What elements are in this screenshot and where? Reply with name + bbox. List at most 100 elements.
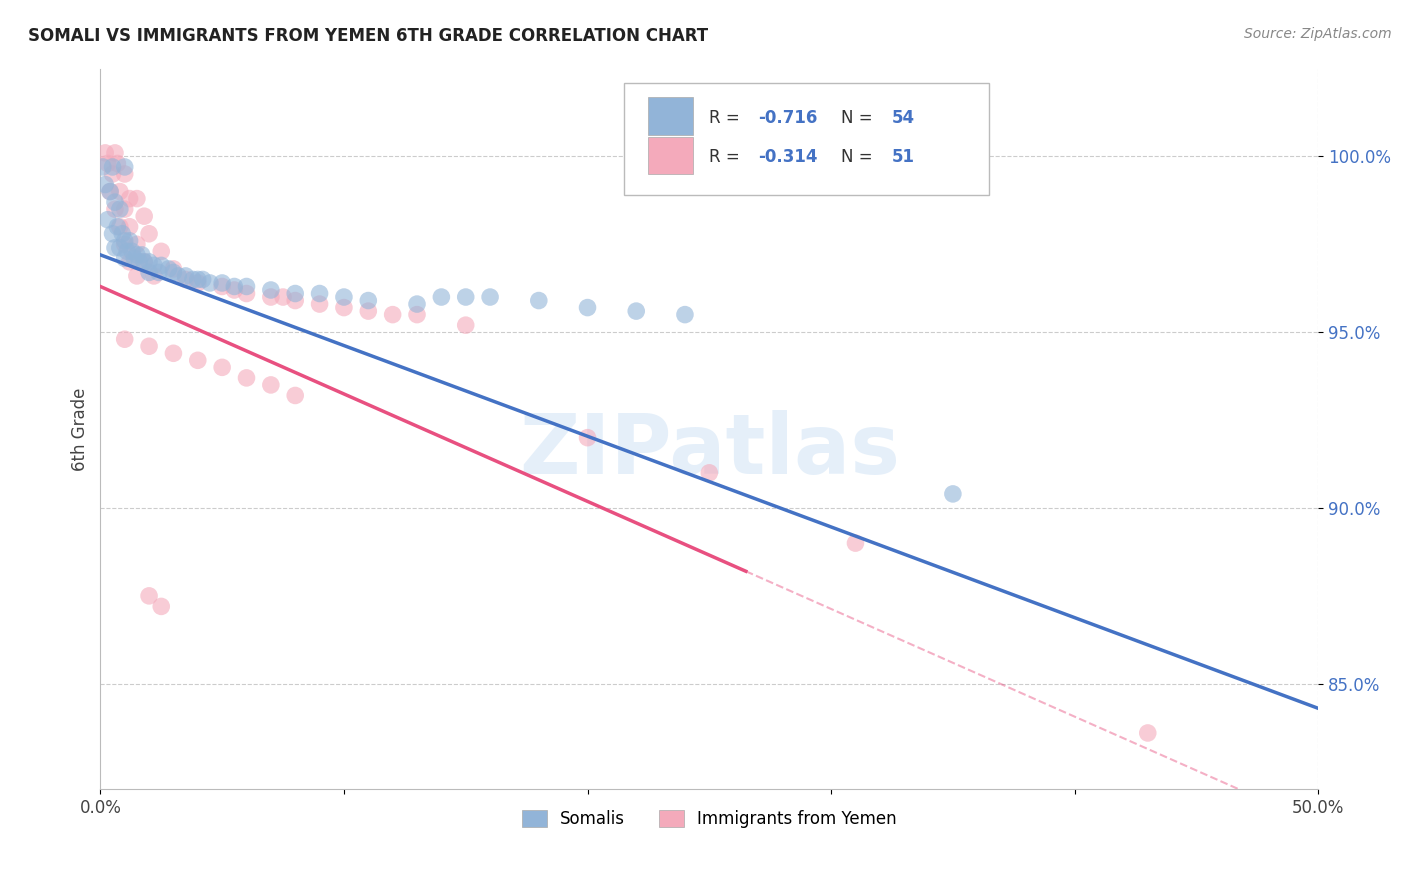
Point: [381, 308, 404, 322]
Point: [211, 360, 233, 375]
Text: 51: 51: [891, 148, 915, 166]
Point: [125, 268, 148, 283]
Text: -0.314: -0.314: [758, 148, 817, 166]
Point: [260, 290, 283, 304]
Point: [357, 304, 380, 318]
Point: [150, 599, 173, 614]
Point: [91, 160, 114, 174]
Point: [174, 268, 197, 283]
Point: [114, 234, 136, 248]
Point: [107, 219, 129, 234]
Point: [97, 156, 120, 170]
Point: [104, 145, 127, 160]
Point: [134, 209, 156, 223]
Point: [576, 431, 599, 445]
Point: [271, 290, 294, 304]
Point: [125, 237, 148, 252]
Point: [114, 237, 136, 252]
Point: [454, 290, 477, 304]
Point: [191, 272, 214, 286]
Point: [235, 371, 257, 385]
Point: [128, 255, 150, 269]
Point: [118, 234, 141, 248]
Point: [284, 388, 307, 402]
Point: [162, 261, 184, 276]
Point: [150, 259, 173, 273]
FancyBboxPatch shape: [648, 97, 693, 135]
Point: [138, 255, 160, 269]
Point: [148, 265, 170, 279]
FancyBboxPatch shape: [648, 137, 693, 175]
Point: [134, 255, 156, 269]
Point: [157, 261, 180, 276]
Point: [187, 272, 209, 286]
Point: [101, 167, 124, 181]
Point: [94, 145, 117, 160]
Point: [224, 283, 246, 297]
Point: [576, 301, 599, 315]
Legend: Somalis, Immigrants from Yemen: Somalis, Immigrants from Yemen: [516, 804, 903, 835]
Point: [118, 219, 141, 234]
Point: [333, 301, 356, 315]
Point: [118, 192, 141, 206]
Point: [114, 202, 136, 216]
Point: [162, 346, 184, 360]
Point: [114, 167, 136, 181]
Point: [101, 227, 124, 241]
Text: R =: R =: [709, 109, 745, 127]
Point: [235, 279, 257, 293]
Point: [162, 265, 184, 279]
Y-axis label: 6th Grade: 6th Grade: [72, 387, 89, 471]
Point: [235, 286, 257, 301]
Point: [134, 255, 156, 269]
Point: [167, 268, 190, 283]
Point: [181, 272, 204, 286]
Point: [697, 466, 720, 480]
Point: [333, 290, 356, 304]
Point: [125, 248, 148, 262]
Text: -0.716: -0.716: [758, 109, 817, 127]
Point: [454, 318, 477, 333]
Point: [121, 244, 143, 259]
Point: [104, 202, 127, 216]
Point: [124, 252, 146, 266]
Point: [114, 332, 136, 346]
Point: [430, 290, 453, 304]
Point: [115, 244, 138, 259]
Point: [479, 290, 502, 304]
Point: [527, 293, 550, 308]
Point: [114, 160, 136, 174]
Point: [211, 279, 233, 293]
Text: SOMALI VS IMMIGRANTS FROM YEMEN 6TH GRADE CORRELATION CHART: SOMALI VS IMMIGRANTS FROM YEMEN 6TH GRAD…: [28, 27, 709, 45]
Point: [107, 156, 129, 170]
Point: [1136, 726, 1159, 740]
Point: [224, 279, 246, 293]
Point: [97, 212, 120, 227]
Point: [118, 255, 141, 269]
Point: [94, 178, 117, 192]
Point: [308, 286, 330, 301]
Point: [114, 252, 136, 266]
Point: [260, 378, 283, 392]
Point: [101, 160, 124, 174]
Point: [942, 487, 965, 501]
Point: [98, 185, 121, 199]
Point: [108, 219, 131, 234]
Point: [138, 265, 160, 279]
Point: [104, 241, 127, 255]
Point: [844, 536, 866, 550]
Point: [108, 185, 131, 199]
Point: [187, 276, 209, 290]
FancyBboxPatch shape: [624, 83, 990, 194]
Point: [138, 339, 160, 353]
Text: R =: R =: [709, 148, 745, 166]
Point: [104, 195, 127, 210]
Point: [131, 248, 153, 262]
Point: [150, 244, 173, 259]
Point: [125, 192, 148, 206]
Point: [308, 297, 330, 311]
Point: [260, 283, 283, 297]
Point: [357, 293, 380, 308]
Point: [174, 272, 197, 286]
Point: [198, 276, 221, 290]
